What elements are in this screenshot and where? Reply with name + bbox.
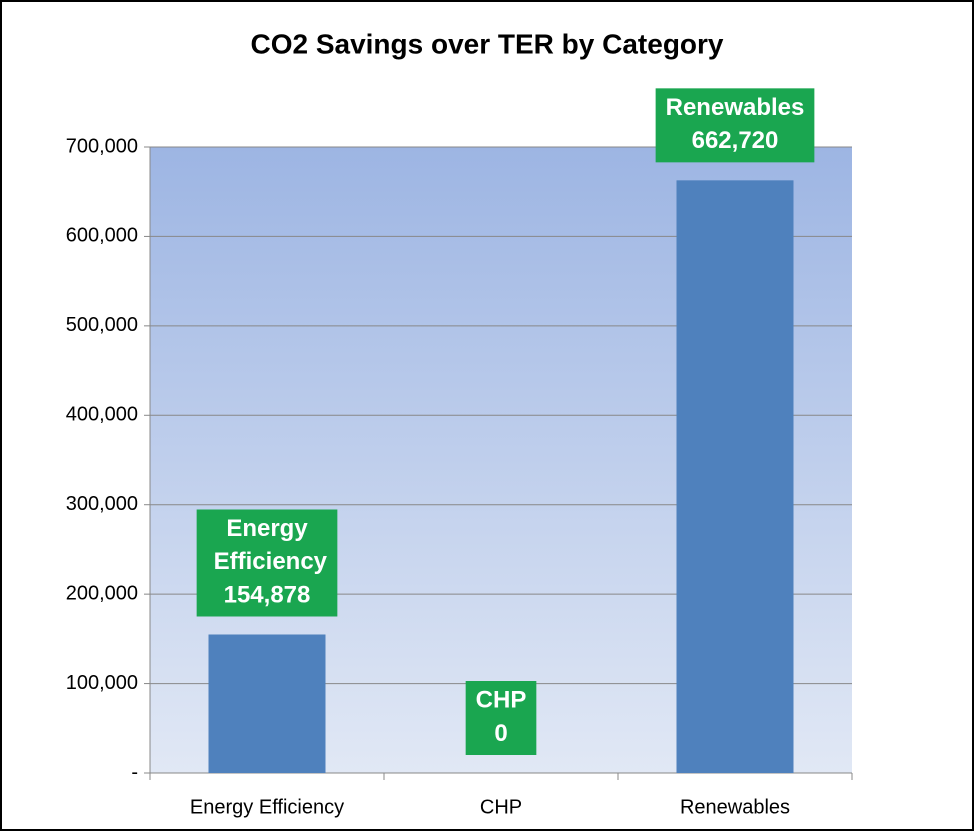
y-tick-label: 400,000 [66, 404, 138, 426]
y-tick-label: 300,000 [66, 493, 138, 515]
y-tick-label: 700,000 [66, 135, 138, 157]
data-label-box [196, 509, 338, 617]
bar [676, 180, 794, 773]
y-tick-label: 500,000 [66, 314, 138, 336]
data-label-name: CHP [476, 687, 527, 714]
data-label-box [465, 681, 537, 755]
data-label-value: 662,720 [692, 127, 779, 154]
data-label: Energy Efficiency 154,878 [196, 509, 338, 617]
bar [208, 634, 326, 773]
data-label-box [655, 88, 815, 163]
y-tick-label: - [131, 761, 138, 783]
data-label: Renewables 662,720 [655, 88, 815, 163]
data-label-value: 154,878 [224, 581, 311, 608]
x-tick-label: CHP [480, 796, 522, 818]
y-tick-label: 600,000 [66, 225, 138, 247]
chart-title: CO2 Savings over TER by Category [250, 28, 723, 59]
x-tick-label: Renewables [680, 796, 790, 818]
data-label-value: 0 [494, 720, 507, 747]
data-label: CHP 0 [465, 681, 537, 755]
data-label-name: Renewables [666, 94, 805, 121]
x-tick-label: Energy Efficiency [190, 796, 344, 818]
y-tick-label: 100,000 [66, 672, 138, 694]
y-tick-label: 200,000 [66, 582, 138, 604]
data-label-name: Energy Efficiency [207, 515, 328, 575]
